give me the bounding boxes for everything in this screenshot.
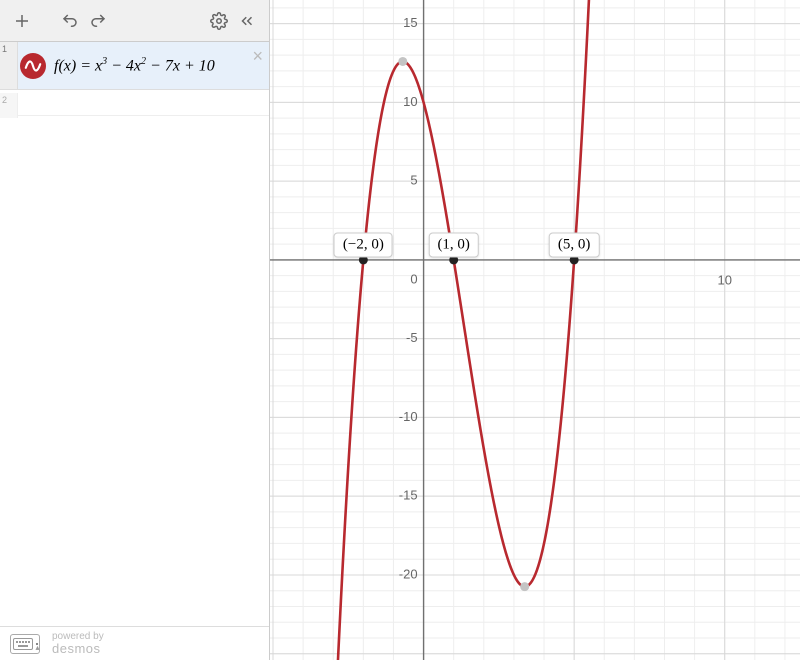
- svg-text:-20: -20: [399, 566, 418, 581]
- expression-latex[interactable]: f(x) = x3 − 4x2 − 7x + 10: [48, 42, 269, 89]
- expression-row-2[interactable]: 2: [0, 90, 269, 116]
- panel-footer: ▴ powered by desmos: [0, 626, 269, 660]
- toolbar: [0, 0, 269, 42]
- expression-index: 1: [0, 42, 18, 89]
- undo-button[interactable]: [56, 7, 84, 35]
- powered-by: powered by desmos: [52, 632, 104, 655]
- expression-panel: 1 f(x) = x3 − 4x2 − 7x + 10 × 2 ▴ powere…: [0, 0, 270, 660]
- svg-text:-5: -5: [406, 330, 418, 345]
- expression-color-icon[interactable]: [18, 42, 48, 89]
- svg-text:0: 0: [410, 271, 417, 286]
- settings-button[interactable]: [205, 7, 233, 35]
- graph-pane[interactable]: 10 15 10 5 -5 -10 -15 -20 0 (−2, 0) (1, 0) (5, 0): [270, 0, 800, 660]
- svg-text:15: 15: [403, 15, 417, 30]
- delete-expression-button[interactable]: ×: [252, 46, 263, 67]
- svg-text:5: 5: [410, 173, 417, 188]
- svg-text:-10: -10: [399, 409, 418, 424]
- svg-text:10: 10: [717, 272, 731, 287]
- redo-button[interactable]: [84, 7, 112, 35]
- expression-row-1[interactable]: 1 f(x) = x3 − 4x2 − 7x + 10 ×: [0, 42, 269, 90]
- collapse-button[interactable]: [233, 7, 261, 35]
- svg-text:10: 10: [403, 94, 417, 109]
- svg-text:-15: -15: [399, 488, 418, 503]
- keyboard-button[interactable]: ▴: [10, 634, 40, 654]
- point-label[interactable]: (1, 0): [428, 232, 479, 257]
- point-label[interactable]: (−2, 0): [334, 232, 393, 257]
- point-label[interactable]: (5, 0): [549, 232, 600, 257]
- add-button[interactable]: [8, 7, 36, 35]
